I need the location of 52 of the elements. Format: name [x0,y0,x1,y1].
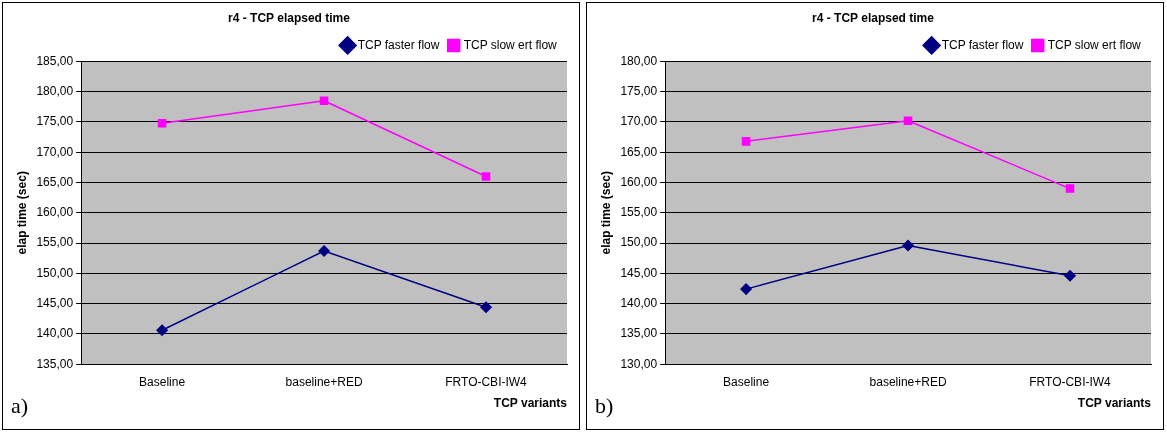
y-tick-label: 155,00 [36,235,74,250]
y-tick-label: 145,00 [620,265,658,280]
point [740,283,752,295]
point [318,245,330,257]
x-tick-label: Baseline [139,374,186,389]
y-tick-label: 185,00 [36,53,74,68]
point [903,116,913,126]
point [157,118,167,128]
y-tick-label: 170,00 [620,114,658,129]
x-tick-label: FRTO-CBI-IW4 [445,374,528,389]
y-tick-label: 160,00 [36,205,74,220]
y-tick-label: 135,00 [620,326,658,341]
y-tick-label: 140,00 [620,295,658,310]
y-tick-label: 165,00 [620,144,658,159]
y-tick-label: 150,00 [620,235,658,250]
y-tick-label: 175,00 [36,114,74,129]
y-tick-label: 165,00 [36,174,74,189]
y-tick-label: 175,00 [620,83,658,98]
chart-title: r4 - TCP elapsed time [228,10,351,25]
y-tick-label: 170,00 [36,144,74,159]
point [156,324,168,337]
x-axis-title: TCP variants [493,396,568,411]
y-tick-label: 150,00 [36,265,74,280]
legend-label: TCP faster flow [357,37,440,52]
text: a) [11,393,29,418]
legend-label: TCP slow ert flow [1047,37,1142,52]
y-tick-label: 180,00 [36,83,74,98]
point [902,239,914,252]
legend-label: TCP faster flow [941,37,1024,52]
y-tick-label: 130,00 [620,356,658,371]
x-tick-label: Baseline [723,374,770,389]
y-tick-label: 160,00 [620,174,658,189]
point [741,137,751,146]
point [481,172,491,181]
y-tick-label: 135,00 [36,356,74,371]
point [319,96,329,106]
chart-title: r4 - TCP elapsed time [812,10,935,25]
point [1065,184,1075,193]
y-tick-label: 180,00 [620,53,658,68]
y-axis-title: elap time (sec) [14,171,29,255]
point [1064,270,1076,282]
x-tick-label: FRTO-CBI-IW4 [1029,374,1112,389]
legend-label: TCP slow ert flow [463,37,558,52]
text: b) [595,393,614,418]
y-tick-label: 140,00 [36,326,74,341]
y-axis-title: elap time (sec) [598,171,613,255]
y-tick-label: 155,00 [620,205,658,220]
x-tick-label: baseline+RED [869,374,947,389]
x-axis-title: TCP variants [1077,396,1152,411]
point [480,301,492,314]
x-tick-label: baseline+RED [285,374,363,389]
y-tick-label: 145,00 [36,295,74,310]
